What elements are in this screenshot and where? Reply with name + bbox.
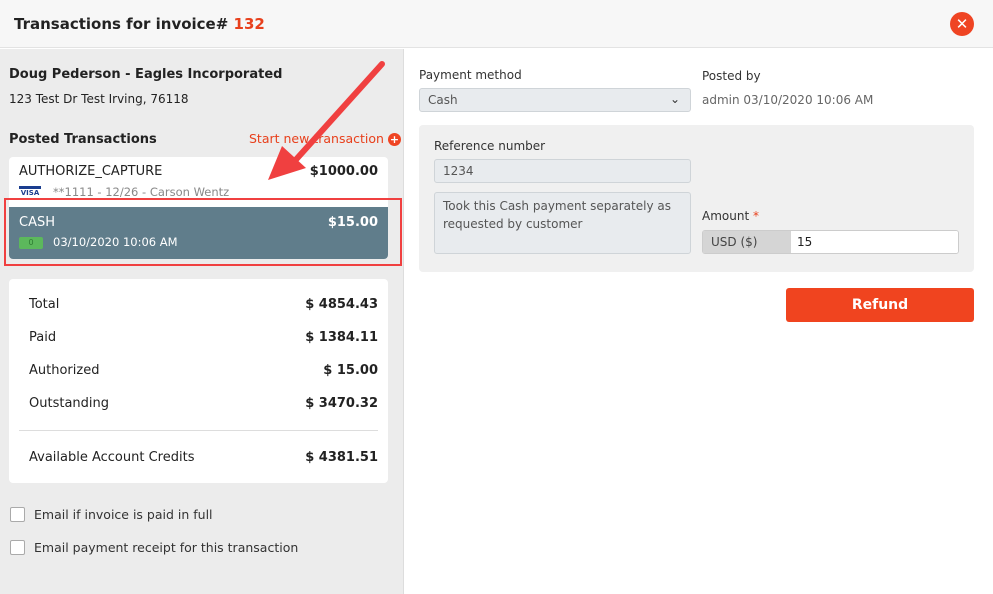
transaction-item-selected[interactable]: CASH $15.00 0 03/10/2020 10:06 AM: [9, 207, 388, 259]
transaction-item[interactable]: AUTHORIZE_CAPTURE $1000.00 VISA **1111 -…: [9, 157, 388, 207]
chevron-down-icon: ⌄: [669, 92, 680, 106]
transaction-detail: 03/10/2020 10:06 AM: [53, 235, 178, 249]
email-paid-full-option[interactable]: Email if invoice is paid in full: [10, 507, 213, 522]
payment-method-select[interactable]: Cash ⌄: [419, 88, 691, 112]
modal-title: Transactions for invoice# 132: [14, 15, 265, 33]
transaction-amount: $1000.00: [309, 164, 378, 179]
amount-input[interactable]: 15: [791, 231, 958, 253]
transaction-type: CASH: [19, 215, 55, 230]
notes-textarea[interactable]: Took this Cash payment separately as req…: [434, 192, 691, 254]
posted-by-label: Posted by: [702, 69, 761, 83]
refund-button[interactable]: Refund: [786, 288, 974, 322]
customer-name: Doug Pederson - Eagles Incorporated: [9, 67, 283, 82]
payment-method-label: Payment method: [419, 68, 522, 82]
transaction-type: AUTHORIZE_CAPTURE: [19, 164, 163, 179]
modal-header: Transactions for invoice# 132 ✕: [0, 0, 993, 48]
checkbox[interactable]: [10, 540, 25, 555]
summary-card: Total $ 4854.43 Paid $ 1384.11 Authorized $…: [9, 279, 388, 483]
account-credits: Available Account Credits $ 4381.51: [29, 450, 378, 465]
amount-input-group: USD ($) 15: [702, 230, 959, 254]
amount-label: Amount *: [702, 209, 759, 223]
left-panel: Doug Pederson - Eagles Incorporated 123 …: [0, 49, 404, 594]
transaction-amount: $15.00: [327, 215, 378, 230]
currency-addon: USD ($): [703, 231, 791, 253]
highlight-box-annotation: [4, 198, 402, 266]
start-new-transaction-link[interactable]: Start new transaction +: [249, 131, 401, 146]
cash-icon: 0: [19, 237, 43, 249]
summary-outstanding: Outstanding $ 3470.32: [29, 396, 378, 411]
summary-authorized: Authorized $ 15.00: [29, 363, 378, 378]
email-receipt-option[interactable]: Email payment receipt for this transacti…: [10, 540, 298, 555]
posted-transactions-heading: Posted Transactions: [9, 132, 157, 147]
checkbox[interactable]: [10, 507, 25, 522]
posted-by-value: admin 03/10/2020 10:06 AM: [702, 93, 874, 107]
transactions-list: AUTHORIZE_CAPTURE $1000.00 VISA **1111 -…: [9, 157, 388, 259]
transaction-detail: **1111 - 12/26 - Carson Wentz: [53, 185, 230, 199]
summary-paid: Paid $ 1384.11: [29, 330, 378, 345]
customer-address: 123 Test Dr Test Irving, 76118: [9, 92, 189, 106]
summary-total: Total $ 4854.43: [29, 297, 378, 312]
reference-number-label: Reference number: [434, 139, 546, 153]
reference-number-input[interactable]: 1234: [434, 159, 691, 183]
close-icon[interactable]: ✕: [950, 12, 974, 36]
plus-circle-icon: +: [387, 133, 401, 146]
divider: [19, 430, 378, 431]
